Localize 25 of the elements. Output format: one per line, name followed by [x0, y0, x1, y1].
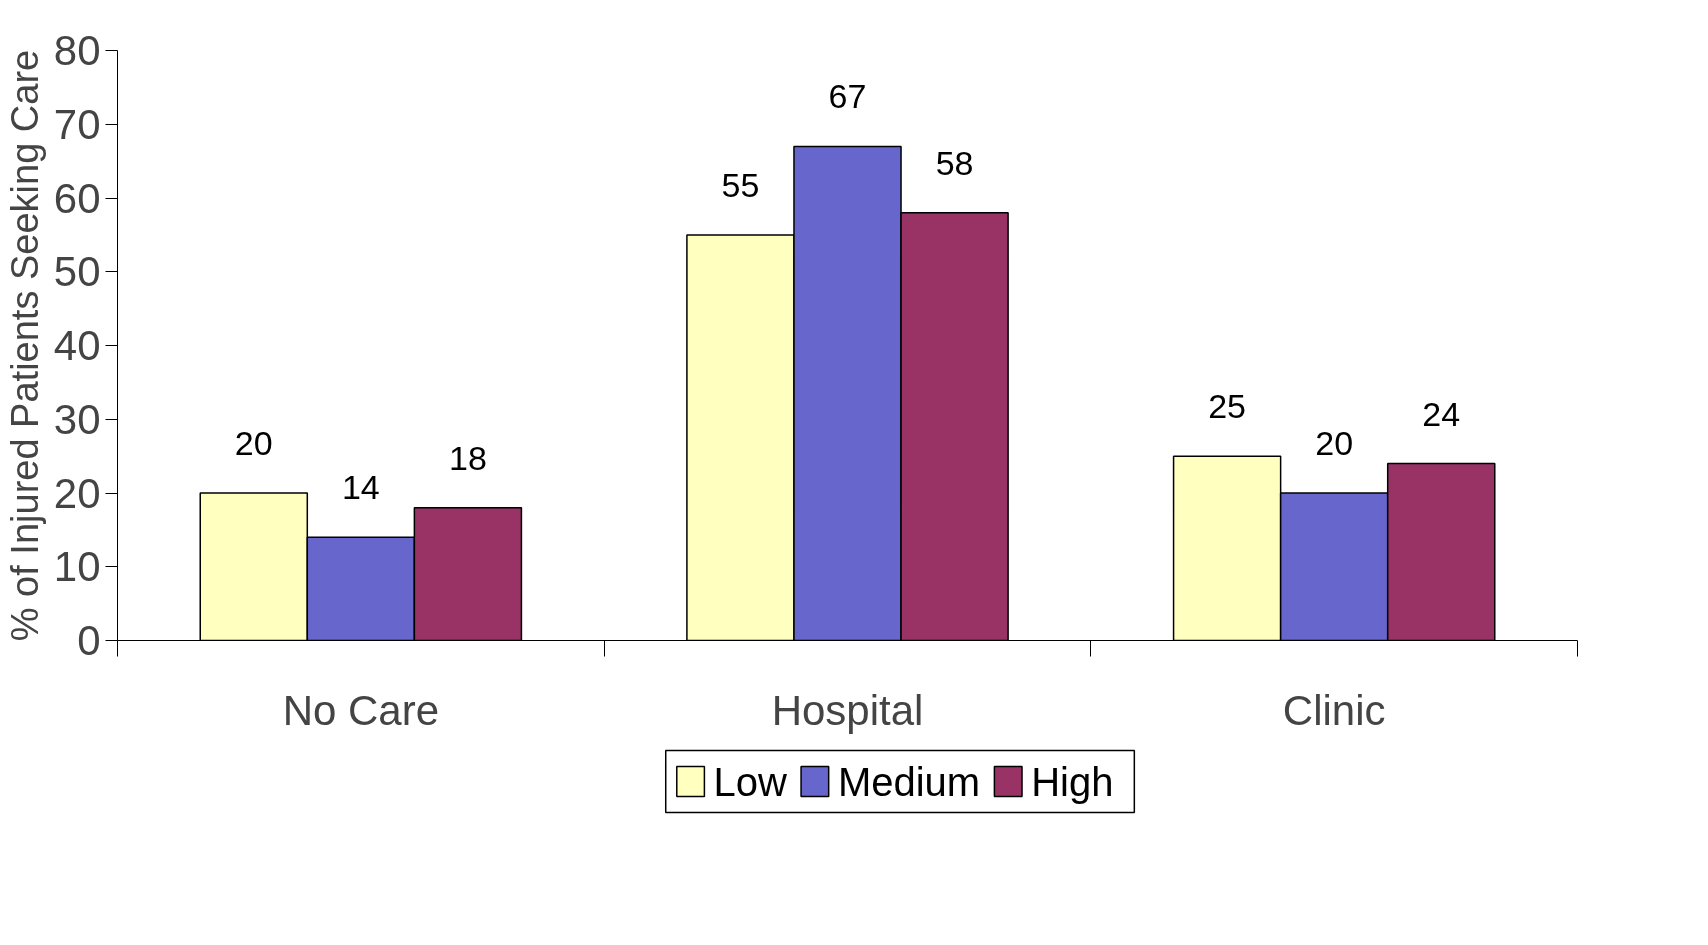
data-label: 24	[1422, 394, 1461, 433]
y-axis-title: % of Injured Patients Seeking Care	[3, 49, 46, 642]
data-label: 55	[721, 165, 760, 204]
data-label: 14	[341, 468, 380, 507]
y-tick-label: 0	[77, 617, 101, 664]
x-tick-label: Hospital	[771, 686, 924, 734]
y-tick-label: 30	[53, 395, 101, 443]
y-tick-label: 60	[53, 174, 101, 222]
y-tick-label: 70	[53, 100, 101, 148]
data-label: 25	[1208, 387, 1247, 426]
data-label: 20	[1315, 424, 1354, 462]
y-tick-label: 10	[53, 543, 101, 591]
legend-label: Medium	[837, 759, 981, 804]
y-tick-label: 40	[53, 322, 101, 369]
legend-label: Low	[713, 759, 788, 804]
data-label: 20	[234, 424, 273, 462]
x-tick-label: Clinic	[1282, 686, 1386, 734]
y-tick-label: 20	[53, 469, 101, 517]
data-label: 18	[448, 438, 487, 477]
data-label: 58	[935, 143, 974, 182]
data-label: 67	[828, 77, 867, 116]
x-tick-label: No Care	[282, 686, 440, 734]
y-tick-label: 80	[53, 27, 101, 74]
legend-label: High	[1031, 759, 1114, 804]
y-tick-label: 50	[53, 248, 101, 296]
